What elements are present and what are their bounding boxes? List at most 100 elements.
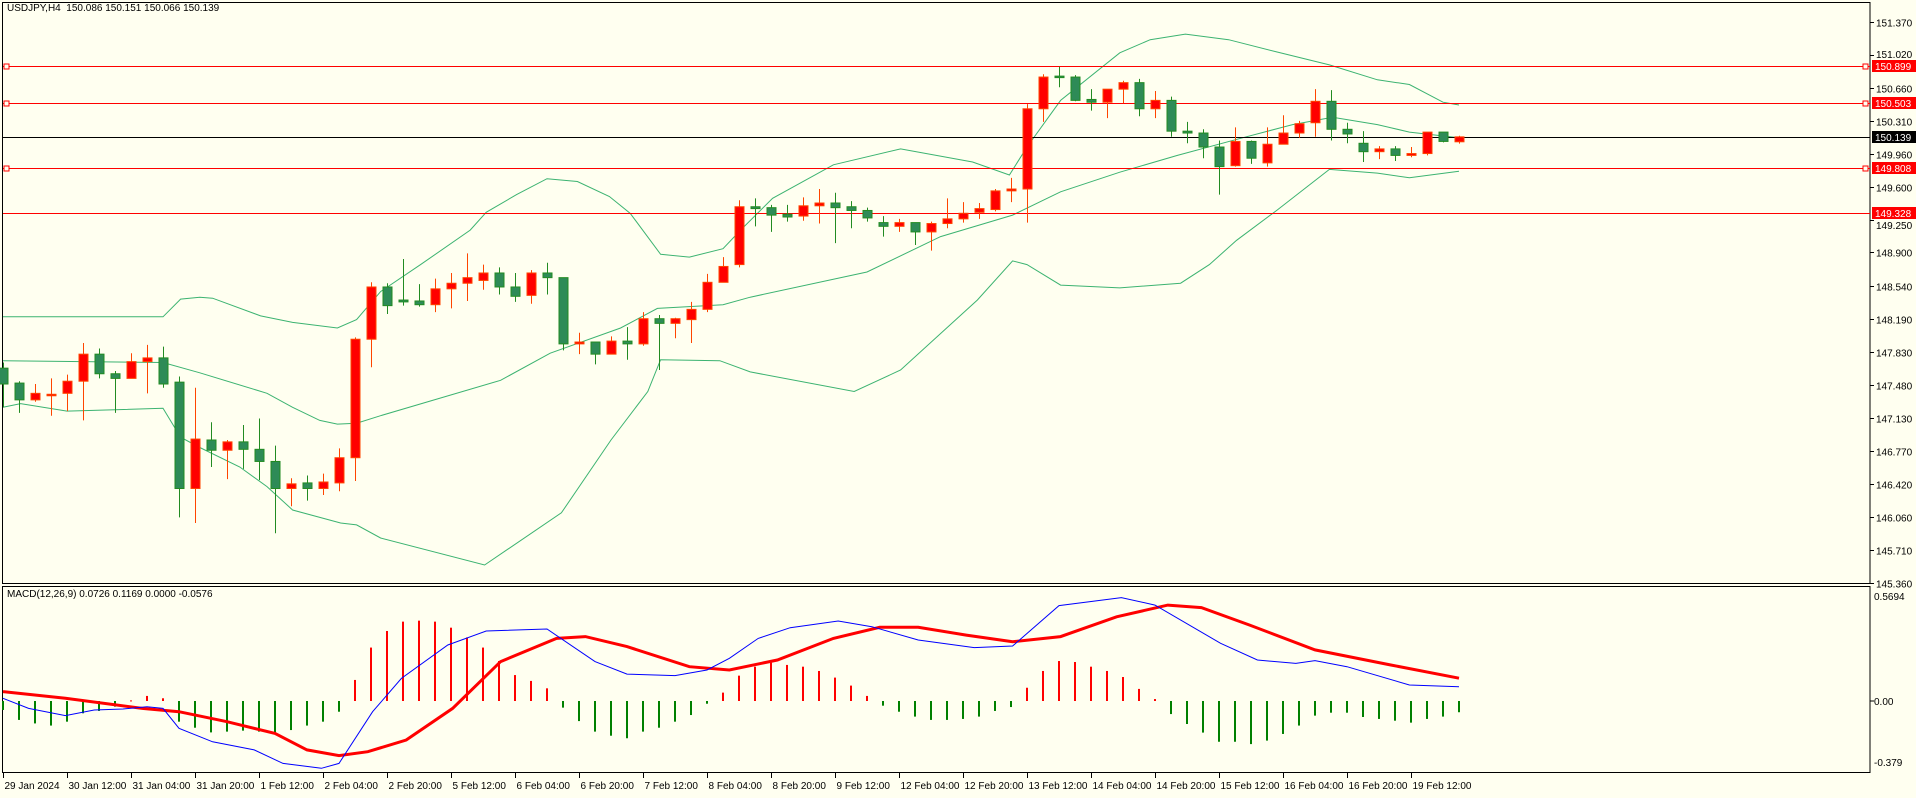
- candle-body: [926, 223, 937, 233]
- candle-body: [46, 393, 57, 397]
- candle-body: [1278, 132, 1289, 145]
- level-price-tag: 149.808: [1872, 162, 1916, 175]
- time-tick-label: 8 Feb 04:00: [709, 781, 763, 792]
- candle-body: [558, 277, 569, 345]
- candle-bear: [1358, 131, 1369, 162]
- candle-body: [846, 206, 857, 211]
- candle-bear: [654, 314, 665, 371]
- candle-bear: [1390, 146, 1401, 162]
- level-price-tag: 150.899: [1872, 60, 1916, 73]
- macd-histogram-bar: [994, 701, 996, 711]
- candle-body: [654, 318, 665, 324]
- candle-body: [1198, 132, 1209, 148]
- candle-body: [478, 272, 489, 281]
- candle-bull: [638, 312, 649, 346]
- candle-body: [1422, 131, 1433, 155]
- candle-bear: [494, 267, 505, 295]
- candle-bull: [606, 336, 617, 355]
- macd-histogram-bar: [1138, 688, 1140, 701]
- current-price-tag-bg: [1872, 131, 1916, 143]
- macd-histogram-bar: [1010, 701, 1012, 708]
- time-tick-label: 14 Feb 20:00: [1157, 781, 1216, 792]
- price-tick-label: 151.370: [1876, 19, 1913, 30]
- candle-bear: [862, 207, 873, 222]
- time-tick-label: 1 Feb 12:00: [261, 781, 315, 792]
- macd-histogram-bar: [1298, 701, 1300, 726]
- macd-tick-label: 0.00: [1874, 697, 1894, 708]
- candle-body: [494, 272, 505, 288]
- candle-body: [1214, 146, 1225, 168]
- macd-histogram-bar: [322, 701, 324, 722]
- candle-body: [78, 353, 89, 382]
- macd-histogram-bar: [210, 701, 212, 733]
- level-left-anchor-icon: [3, 63, 10, 70]
- candle-bull: [62, 374, 73, 412]
- candle-bear: [622, 327, 633, 360]
- price-tick-label: 146.770: [1876, 448, 1913, 459]
- macd-histogram-bar: [2, 701, 4, 710]
- candle-body: [286, 483, 297, 490]
- time-tick-label: 12 Feb 20:00: [965, 781, 1024, 792]
- candle-bear: [830, 192, 841, 244]
- macd-histogram-bar: [1410, 701, 1412, 723]
- candle-bear: [14, 381, 25, 413]
- candle-body: [862, 209, 873, 219]
- macd-histogram-bar: [402, 621, 404, 701]
- candle-body: [446, 282, 457, 290]
- macd-panel[interactable]: [2, 586, 1871, 773]
- candle-body: [366, 286, 377, 340]
- candle-body: [526, 272, 537, 296]
- candle-body: [110, 373, 121, 379]
- time-tick-label: 6 Feb 20:00: [581, 781, 635, 792]
- candle-bear: [1134, 78, 1145, 117]
- macd-tick-label: 0.5694: [1874, 592, 1905, 603]
- level-price-tag-text: 149.808: [1875, 164, 1912, 175]
- candle-bull: [1374, 146, 1385, 160]
- macd-histogram-bar: [626, 701, 628, 739]
- candle-bull: [734, 200, 745, 268]
- candle-body: [318, 481, 329, 490]
- time-tick-label: 2 Feb 20:00: [389, 781, 443, 792]
- macd-histogram-bar: [82, 701, 84, 714]
- candle-bull: [1406, 147, 1417, 158]
- price-tick-label: 146.060: [1876, 514, 1913, 525]
- candle-body: [174, 381, 185, 490]
- current-price-tag-text: 150.139: [1875, 133, 1912, 144]
- candle-bull: [190, 387, 201, 524]
- time-tick-label: 6 Feb 04:00: [517, 781, 571, 792]
- macd-histogram-bar: [242, 701, 244, 731]
- candle-bull: [670, 317, 681, 339]
- price-tick-label: 147.830: [1876, 349, 1913, 360]
- macd-histogram-bar: [674, 701, 676, 722]
- time-tick-label: 2 Feb 04:00: [325, 781, 379, 792]
- candle-body: [1342, 128, 1353, 135]
- candle-bear: [110, 370, 121, 413]
- candle-body: [990, 190, 1001, 211]
- macd-histogram-bar: [1282, 701, 1284, 734]
- candle-bull: [430, 278, 441, 313]
- macd-histogram-bar: [1170, 701, 1172, 715]
- price-tick-label: 147.130: [1876, 415, 1913, 426]
- candle-body: [782, 213, 793, 218]
- price-tick-label: 147.480: [1876, 382, 1913, 393]
- time-tick-label: 29 Jan 2024: [5, 781, 60, 792]
- candle-body: [1006, 188, 1017, 192]
- macd-histogram-bar: [1378, 701, 1380, 719]
- price-panel[interactable]: [0, 2, 1871, 584]
- candle-body: [734, 206, 745, 266]
- candle-body: [590, 341, 601, 355]
- macd-histogram-bar: [770, 662, 772, 701]
- level-price-tag-bg: [1872, 60, 1916, 72]
- macd-histogram-bar: [1202, 701, 1204, 733]
- candle-body: [1150, 99, 1161, 110]
- candle-bear: [846, 201, 857, 229]
- candle-body: [14, 382, 25, 401]
- candle-body: [1182, 130, 1193, 134]
- price-tick-label: 148.540: [1876, 283, 1913, 294]
- macd-histogram-bar: [450, 627, 452, 701]
- candle-body: [382, 286, 393, 307]
- price-axis: 151.370 151.020 150.660 150.310 149.960 149.6…: [1870, 19, 1916, 769]
- candle-body: [750, 206, 761, 210]
- candle-bear: [94, 348, 105, 379]
